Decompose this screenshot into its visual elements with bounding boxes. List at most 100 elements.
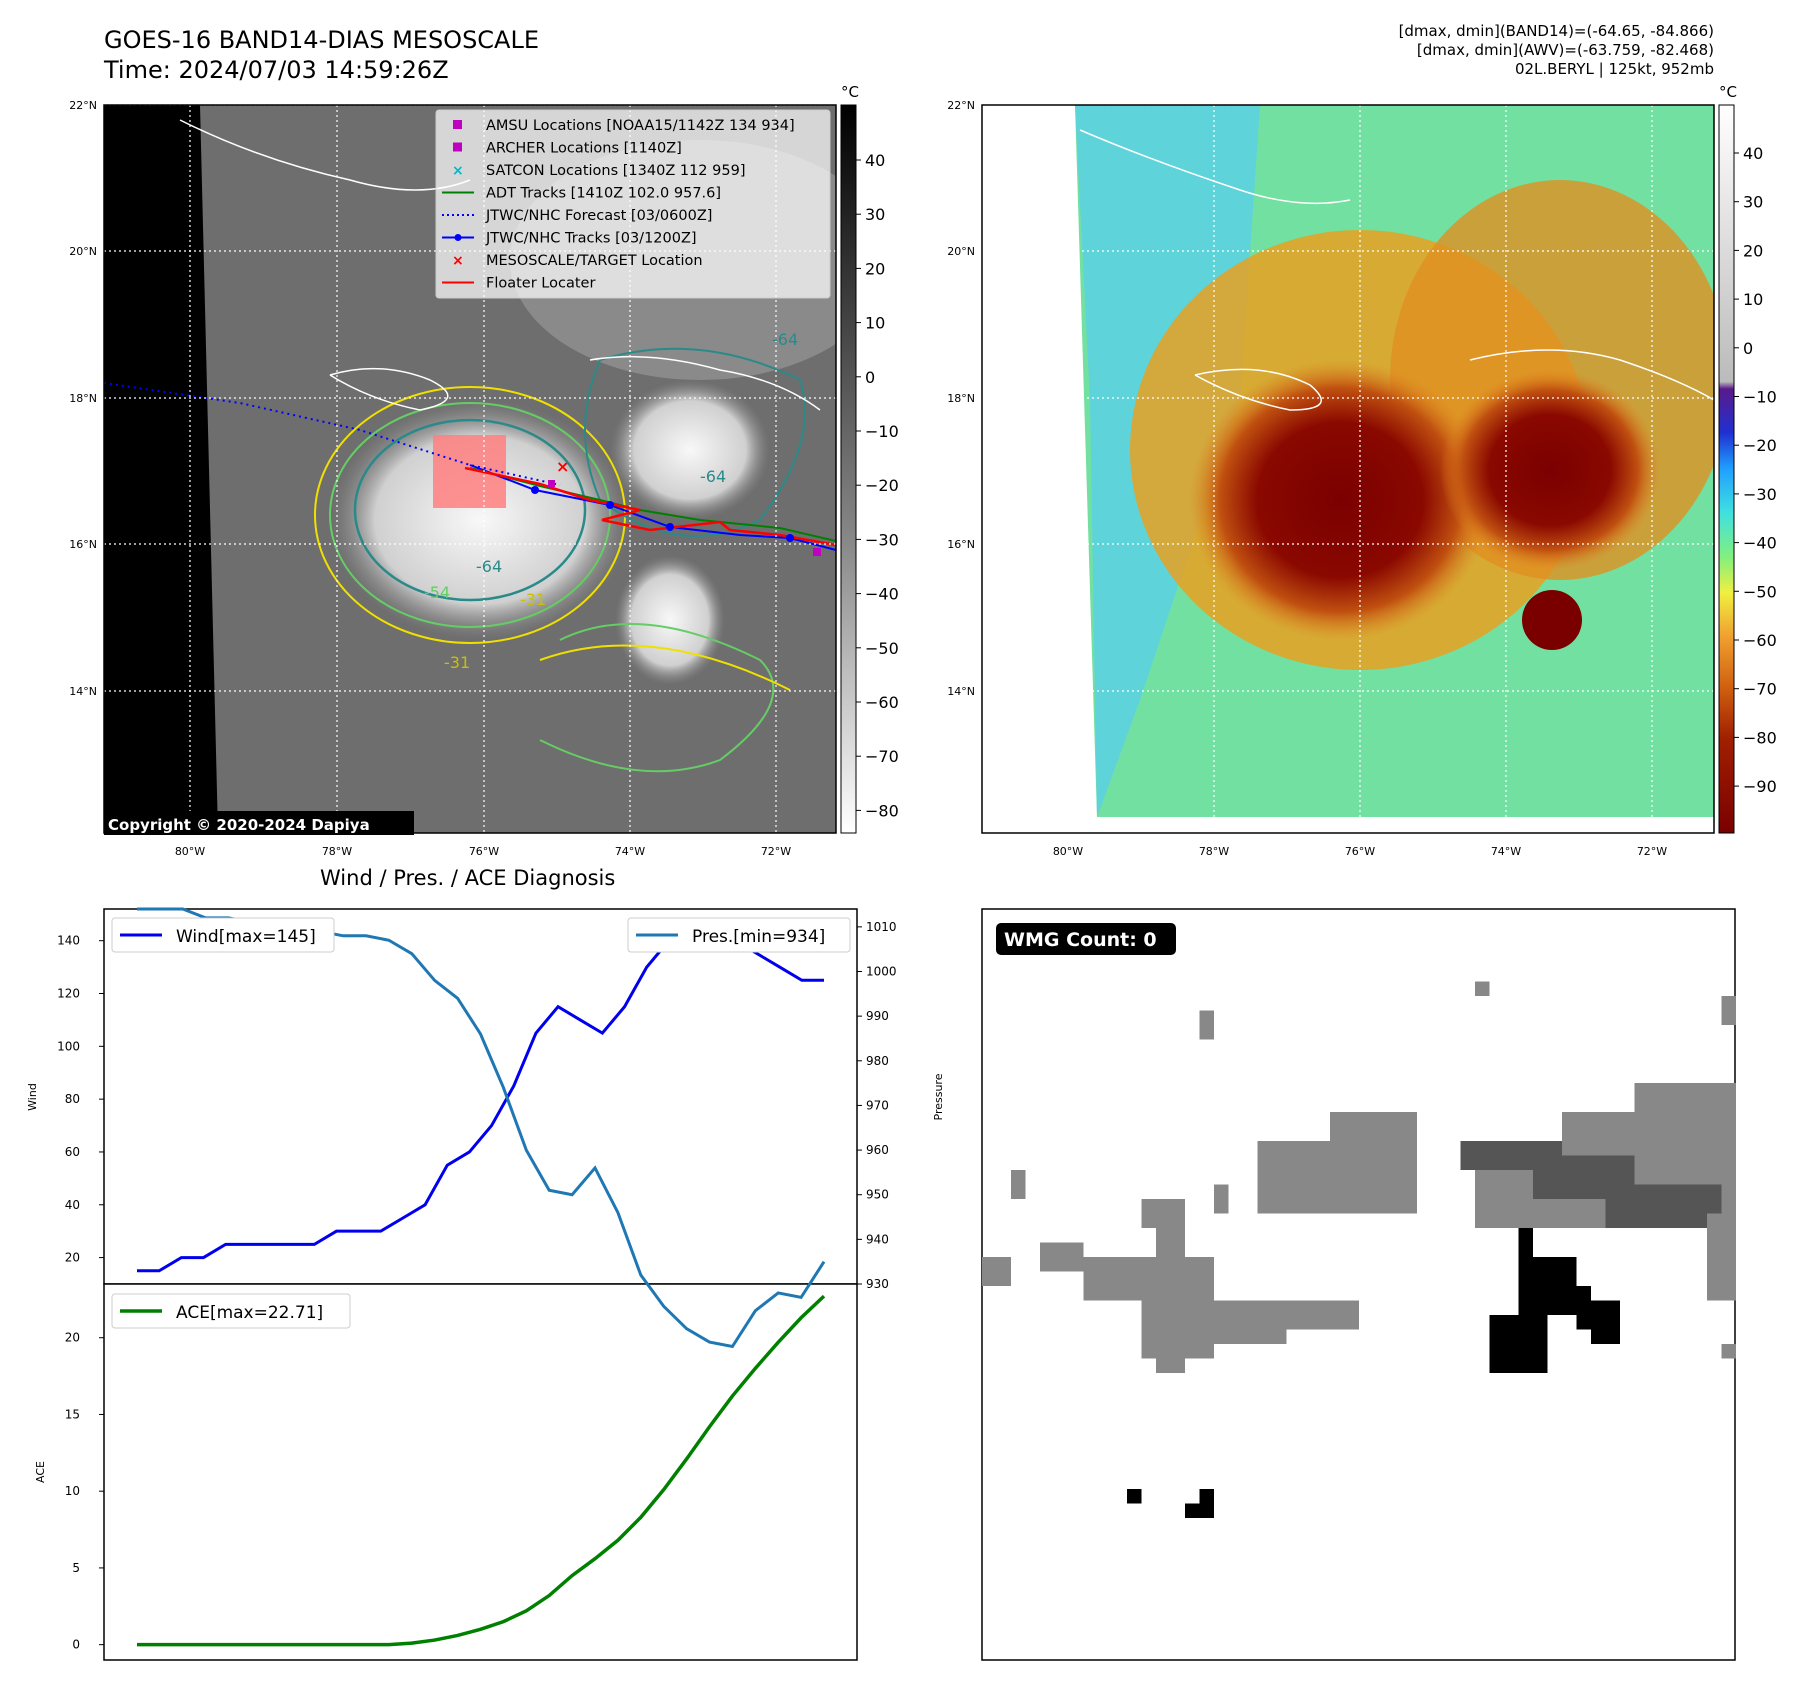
wmg-cell-block	[1605, 1184, 1722, 1228]
legend-swatch	[453, 120, 462, 129]
lat-tick-label: 18°N	[69, 392, 97, 405]
wind-tick-label: 60	[65, 1145, 80, 1159]
lat-tick-label: 18°N	[947, 392, 975, 405]
ace-tick-label: 15	[65, 1407, 80, 1421]
wmg-cell-block	[1286, 1300, 1359, 1330]
colorbar-tick-label: −40	[1743, 534, 1777, 553]
wind-tick-label: 140	[57, 934, 80, 948]
wind-legend-box	[111, 917, 335, 953]
pres-tick-label: 960	[866, 1143, 889, 1157]
pres-axis-ticks: 930 940 950 960 970 980 990 1000 1010	[857, 920, 897, 1291]
legend-item: JTWC/NHC Forecast [03/0600Z]	[442, 208, 712, 224]
contour-ring	[353, 418, 587, 602]
copyright-bg	[104, 811, 414, 835]
wind-tick-label: 100	[57, 1039, 80, 1053]
heat-map-panel: °C 40 30 20 10 0 −10 −20 −30 −40 −50 −60 −70 −80 −90	[981, 83, 1777, 834]
right-gridlines	[982, 105, 1714, 833]
colorbar-tick-label: −10	[865, 422, 899, 441]
colorbar-tick-label: 30	[865, 205, 885, 224]
lat-tick-label: 20°N	[69, 245, 97, 258]
ace-tick-label: 10	[65, 1484, 80, 1498]
ace-axes	[103, 1283, 858, 1661]
wmg-cell-block	[1475, 981, 1490, 996]
chart-title: GOES-16 BAND14-DIAS MESOSCALE	[104, 26, 540, 54]
wind-tick-label: 80	[65, 1092, 80, 1106]
wmg-cell-block	[1127, 1489, 1142, 1504]
chart-time: Time: 2024/07/03 14:59:26Z	[104, 56, 449, 84]
lon-tick-label: 74°W	[615, 845, 645, 858]
legend-item: JTWC/NHC Tracks [03/1200Z]	[442, 231, 697, 247]
lon-tick-label: 80°W	[1053, 845, 1083, 858]
lat-tick-label: 22°N	[947, 99, 975, 112]
left-map-frame	[103, 104, 837, 834]
diagnosis-title: Wind / Pres. / ACE Diagnosis	[320, 866, 616, 890]
map-axis-labels: 22°N 22°N 20°N 20°N 18°N 18°N 16°N 16°N 14°N 14°N…	[69, 99, 1667, 858]
legend-label: SATCON Locations [1340Z 112 959]	[486, 163, 745, 179]
colorbar-tick-label: −60	[865, 693, 899, 712]
legend-item: × SATCON Locations [1340Z 112 959]	[452, 163, 745, 179]
wmg-cell-block	[1011, 1170, 1026, 1199]
right-map-frame	[981, 104, 1715, 834]
copyright: Copyright © 2020-2024 Dapiya	[108, 816, 370, 834]
wmg-badge-bg	[996, 923, 1176, 955]
coastline	[1079, 129, 1351, 205]
legend-item: × MESOSCALE/TARGET Location	[452, 253, 703, 269]
wmg-cell-block	[1214, 1184, 1229, 1214]
colorbar-tick-label: 0	[1743, 339, 1753, 358]
lon-tick-label: 72°W	[761, 845, 791, 858]
wmg-cell-block	[1591, 1300, 1620, 1344]
legend-item: Floater Locater	[442, 276, 595, 292]
floater-track	[464, 466, 836, 547]
pres-tick-label: 1010	[866, 920, 897, 934]
lat-tick-label: 16°N	[69, 538, 97, 551]
track-point	[786, 534, 794, 542]
wmg-panel: WMG Count: 0	[981, 908, 1736, 1661]
wmg-cell-block	[1185, 1503, 1214, 1518]
ace-axis-label: ACE	[34, 1461, 47, 1483]
contour-band	[539, 623, 775, 773]
legend-label: JTWC/NHC Tracks [03/1200Z]	[485, 231, 697, 247]
wind-legend: Wind[max=145]	[111, 917, 335, 953]
colorbar-tick-label: −30	[865, 530, 899, 549]
pres-tick-label: 930	[866, 1277, 889, 1291]
track-point	[606, 501, 614, 509]
colorbar-tick-label: 40	[865, 151, 885, 170]
legend-item: ADT Tracks [1410Z 102.0 957.6]	[442, 186, 721, 202]
legend-label: MESOSCALE/TARGET Location	[486, 253, 703, 269]
amsu-marker	[813, 548, 821, 556]
ir-map-panel: × -64 -54 -31 -64 -64 -31 Copyright © 20…	[103, 83, 899, 835]
wind-tick-label: 20	[65, 1251, 80, 1265]
heat-colorbar-unit: °C	[1719, 83, 1737, 101]
pres-tick-label: 990	[866, 1009, 889, 1023]
legend-item: ARCHER Locations [1140Z]	[453, 141, 682, 157]
track-point	[666, 523, 674, 531]
contour-ring	[329, 402, 611, 628]
legend-label: ADT Tracks [1410Z 102.0 957.6]	[486, 186, 721, 202]
ace-tick-label: 5	[72, 1561, 80, 1575]
track-point	[531, 486, 539, 494]
pres-legend-box	[627, 917, 851, 953]
hurricane-cloud	[330, 400, 630, 640]
pres-tick-label: 940	[866, 1232, 889, 1246]
coastline-hispaniola	[589, 355, 821, 411]
legend-box	[435, 109, 831, 299]
colorbar-tick-label: −50	[865, 639, 899, 658]
heat-colorbar	[1718, 104, 1735, 834]
legend-label: AMSU Locations [NOAA15/1142Z 134 934]	[486, 118, 795, 134]
wind-pres-axes	[103, 908, 858, 1285]
lat-tick-label: 20°N	[947, 245, 975, 258]
ace-legend: ACE[max=22.71]	[111, 1293, 351, 1329]
ace-series-line	[137, 1294, 826, 1647]
colorbar-tick-label: 20	[1743, 241, 1763, 260]
legend-label: Floater Locater	[486, 276, 595, 292]
legend-swatch-dot	[454, 234, 462, 241]
lat-tick-label: 22°N	[69, 99, 97, 112]
colorbar-tick-label: 10	[865, 314, 885, 333]
ace-legend-box	[111, 1293, 351, 1329]
wmg-cell-block	[1141, 1199, 1185, 1228]
wmg-cell-block	[1518, 1228, 1533, 1257]
wind-axis-ticks: 20 40 60 80 100 120 140	[57, 934, 104, 1265]
colorbar-tick-label: −20	[1743, 436, 1777, 455]
stats-band14: [dmax, dmin](BAND14)=(-64.65, -84.866)	[1398, 22, 1714, 40]
